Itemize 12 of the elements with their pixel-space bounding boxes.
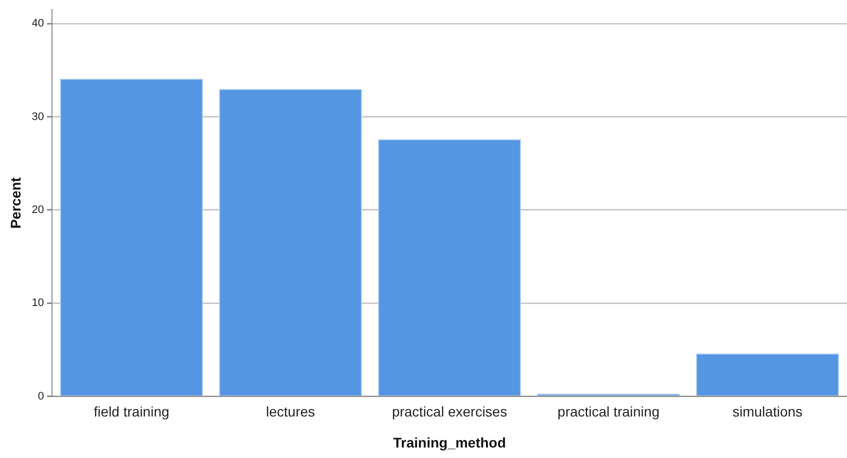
y-tick-label: 30	[32, 110, 44, 123]
y-tick-label: 10	[32, 297, 44, 310]
x-tick-label: simulations	[732, 404, 803, 420]
y-tick-label: 0	[38, 390, 44, 402]
x-axis-title: Training_method	[393, 434, 506, 450]
x-tick-label: practical exercises	[392, 404, 508, 420]
x-tick-label: practical training	[558, 404, 660, 420]
y-tick-label: 40	[32, 18, 44, 30]
y-axis-title: Percent	[7, 176, 24, 229]
x-tick-label: field training	[94, 404, 170, 420]
y-tick-label: 20	[32, 204, 44, 216]
x-tick-label: lectures	[266, 404, 316, 420]
